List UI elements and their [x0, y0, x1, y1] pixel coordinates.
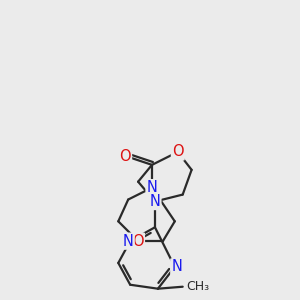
Text: N: N — [146, 180, 158, 195]
Text: N: N — [123, 234, 134, 249]
Text: N: N — [171, 260, 182, 274]
Text: O: O — [132, 234, 144, 249]
Text: CH₃: CH₃ — [187, 280, 210, 293]
Text: O: O — [172, 145, 184, 160]
Text: O: O — [119, 149, 131, 164]
Text: N: N — [149, 194, 161, 209]
